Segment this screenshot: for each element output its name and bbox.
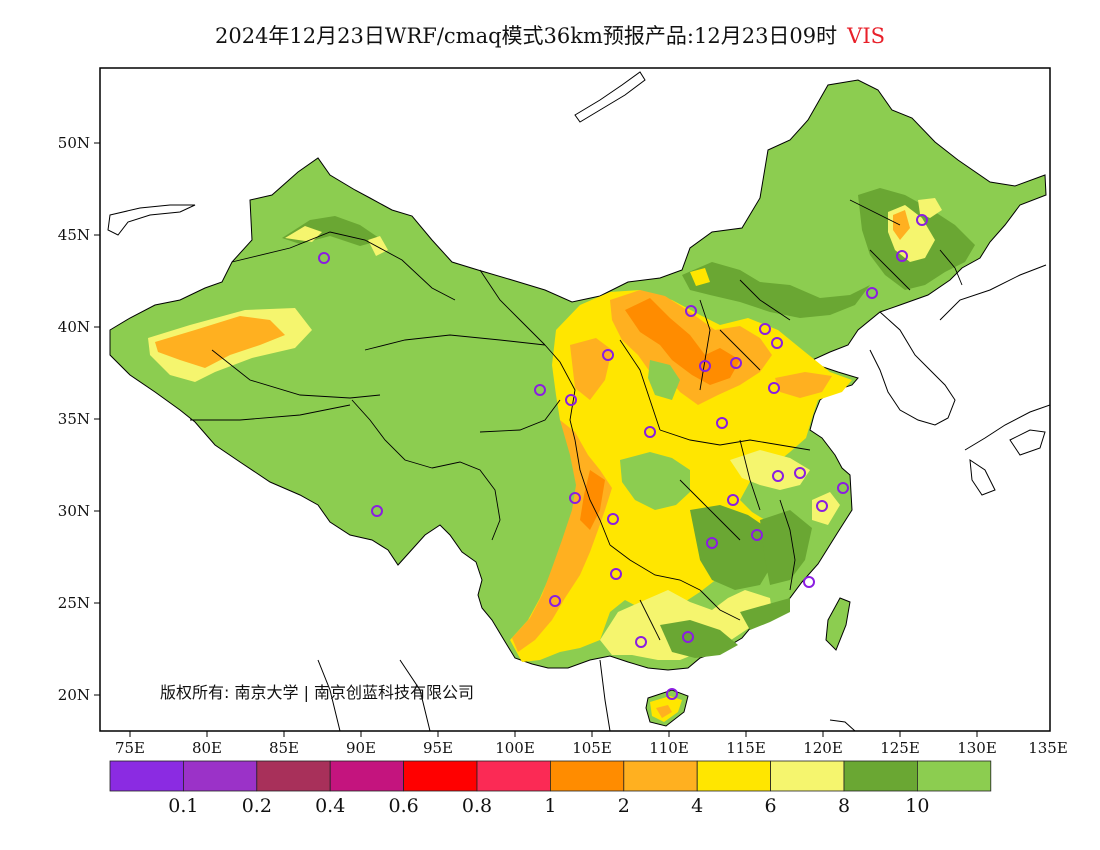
legend-color-box — [771, 761, 844, 791]
legend-label: 2 — [618, 795, 630, 817]
legend-color-box — [477, 761, 550, 791]
lon-label: 130E — [957, 739, 997, 757]
legend-color-box — [697, 761, 770, 791]
legend-color-box — [330, 761, 403, 791]
map-content — [108, 72, 1050, 731]
legend-color-box — [917, 761, 990, 791]
station-marker — [804, 577, 814, 587]
lat-label: 25N — [58, 594, 90, 612]
lon-label: 135E — [1028, 739, 1068, 757]
lat-label: 30N — [58, 502, 90, 520]
legend-boxes — [110, 761, 991, 791]
legend-label: 0.2 — [242, 795, 272, 817]
korea-coastline — [870, 312, 955, 425]
lon-label: 80E — [192, 739, 222, 757]
lon-label: 75E — [115, 739, 145, 757]
color-legend: 0.1 0.2 0.4 0.6 0.8 1 2 4 6 8 10 — [110, 761, 991, 817]
lon-label: 90E — [346, 739, 376, 757]
lake-balkhash — [108, 205, 195, 235]
lon-label: 95E — [423, 739, 453, 757]
lon-label: 100E — [495, 739, 535, 757]
legend-color-box — [404, 761, 477, 791]
lat-label: 35N — [58, 410, 90, 428]
lon-label: 110E — [649, 739, 689, 757]
indochina-border — [600, 660, 610, 731]
lon-label: 105E — [572, 739, 612, 757]
legend-label: 8 — [838, 795, 850, 817]
legend-color-box — [844, 761, 917, 791]
taiwan-island — [826, 598, 850, 650]
legend-color-box — [110, 761, 183, 791]
legend-label: 10 — [905, 795, 929, 817]
legend-color-box — [624, 761, 697, 791]
lake-baikal — [575, 72, 645, 122]
japan-coastline-2 — [970, 460, 995, 495]
lat-label: 45N — [58, 226, 90, 244]
lat-label: 40N — [58, 318, 90, 336]
legend-label: 6 — [765, 795, 777, 817]
lat-label: 20N — [58, 686, 90, 704]
japan-coastline-3 — [1010, 430, 1045, 455]
legend-label: 0.6 — [388, 795, 418, 817]
legend-color-box — [183, 761, 256, 791]
legend-color-box — [550, 761, 623, 791]
legend-color-box — [257, 761, 330, 791]
lon-label: 85E — [269, 739, 299, 757]
lon-label: 120E — [803, 739, 843, 757]
legend-label: 0.4 — [315, 795, 345, 817]
legend-label: 4 — [691, 795, 703, 817]
legend-labels: 0.1 0.2 0.4 0.6 0.8 1 2 4 6 8 10 — [168, 795, 929, 817]
legend-label: 0.1 — [168, 795, 198, 817]
japan-coastline — [965, 405, 1050, 450]
lon-label: 125E — [880, 739, 920, 757]
longitude-axis: 75E 80E 85E 90E 95E 100E 105E 110E 115E … — [115, 731, 1068, 757]
copyright-text: 版权所有: 南京大学 | 南京创蓝科技有限公司 — [160, 683, 474, 702]
latitude-axis: 50N 45N 40N 35N 30N 25N 20N — [58, 134, 100, 704]
lon-label: 115E — [726, 739, 766, 757]
lat-label: 50N — [58, 134, 90, 152]
legend-label: 0.8 — [462, 795, 492, 817]
philippines-coastline — [830, 720, 855, 731]
legend-label: 1 — [544, 795, 556, 817]
